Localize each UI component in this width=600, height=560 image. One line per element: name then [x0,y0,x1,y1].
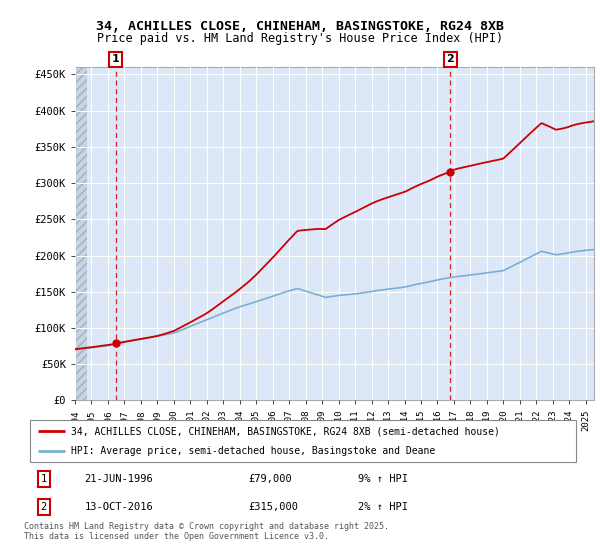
Text: Price paid vs. HM Land Registry's House Price Index (HPI): Price paid vs. HM Land Registry's House … [97,32,503,45]
Text: 1: 1 [112,54,119,64]
Text: £79,000: £79,000 [248,474,292,484]
Text: £315,000: £315,000 [248,502,298,512]
Text: 2: 2 [446,54,454,64]
Text: 1: 1 [41,474,47,484]
Text: 2% ↑ HPI: 2% ↑ HPI [358,502,407,512]
Text: 9% ↑ HPI: 9% ↑ HPI [358,474,407,484]
Text: 2: 2 [41,502,47,512]
Text: HPI: Average price, semi-detached house, Basingstoke and Deane: HPI: Average price, semi-detached house,… [71,446,435,456]
FancyBboxPatch shape [30,420,576,462]
Text: 34, ACHILLES CLOSE, CHINEHAM, BASINGSTOKE, RG24 8XB: 34, ACHILLES CLOSE, CHINEHAM, BASINGSTOK… [96,20,504,32]
Bar [75,67,88,400]
Text: 34, ACHILLES CLOSE, CHINEHAM, BASINGSTOKE, RG24 8XB (semi-detached house): 34, ACHILLES CLOSE, CHINEHAM, BASINGSTOK… [71,426,500,436]
Text: Contains HM Land Registry data © Crown copyright and database right 2025.
This d: Contains HM Land Registry data © Crown c… [24,522,389,542]
Text: 21-JUN-1996: 21-JUN-1996 [85,474,154,484]
Text: 13-OCT-2016: 13-OCT-2016 [85,502,154,512]
